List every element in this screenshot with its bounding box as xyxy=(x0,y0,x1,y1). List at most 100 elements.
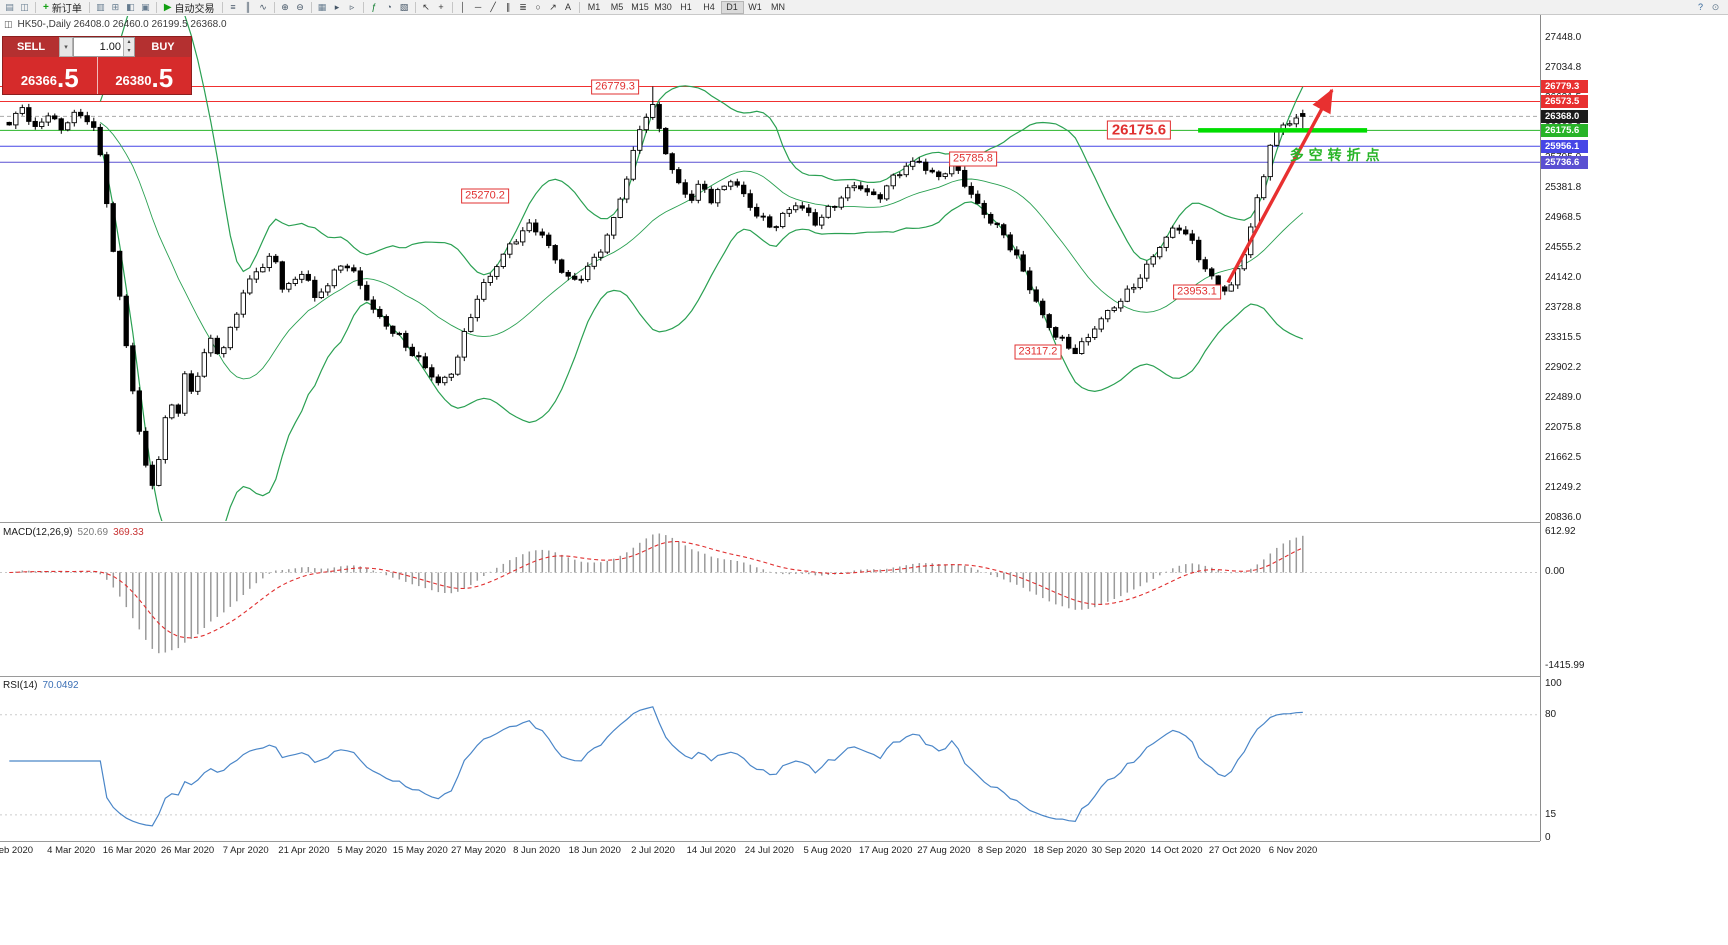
horizontal-line-icon[interactable]: ─ xyxy=(474,1,482,12)
sell-price-button[interactable]: 26366.5 xyxy=(3,57,97,94)
bar-chart-icon[interactable]: ≡ xyxy=(230,1,236,12)
price-callout-23117.2[interactable]: 23117.2 xyxy=(1014,344,1062,360)
price-tick: 27034.8 xyxy=(1545,61,1582,73)
templates-icon[interactable]: ▧ xyxy=(399,1,409,12)
macd-tick: 0.00 xyxy=(1545,566,1565,578)
volume-increase-button[interactable]: ▴ xyxy=(124,38,134,47)
chart-profiles-icon[interactable]: ◫ xyxy=(20,1,29,12)
price-callout-23953.1[interactable]: 23953.1 xyxy=(1173,284,1221,300)
buy-price-button[interactable]: 26380.5 xyxy=(96,57,192,94)
timeframe-w1-button[interactable]: W1 xyxy=(748,2,762,12)
sell-price-int: 26366 xyxy=(20,73,57,88)
timeframe-m5-button[interactable]: M5 xyxy=(610,2,624,12)
toolbar-separator xyxy=(414,1,416,13)
fibonacci-icon[interactable]: ≣ xyxy=(519,1,527,12)
price-tick: 23728.8 xyxy=(1545,301,1582,313)
timeframe-h4-button[interactable]: H4 xyxy=(703,2,715,12)
rsi-tick: 0 xyxy=(1545,832,1551,843)
price-tick: 22902.2 xyxy=(1545,362,1582,373)
buy-button[interactable]: BUY xyxy=(135,37,191,57)
text-label-icon[interactable]: A xyxy=(565,1,572,12)
text-annotation[interactable]: 多空转折点 xyxy=(1289,147,1385,164)
rsi-tick: 15 xyxy=(1545,808,1557,820)
macd-signal-line xyxy=(9,540,1304,639)
periods-icon[interactable]: ◔ xyxy=(386,1,392,12)
line-chart-icon[interactable]: ∿ xyxy=(259,1,267,12)
sell-button[interactable]: SELL xyxy=(3,37,59,57)
price-callout-25785.8[interactable]: 25785.8 xyxy=(949,151,997,167)
auto-scroll-icon[interactable]: ▸ xyxy=(334,1,340,12)
date-axis-separator xyxy=(0,841,1540,842)
price-tick: 23315.5 xyxy=(1545,332,1582,343)
timeframe-mn-button[interactable]: MN xyxy=(771,2,786,12)
price-axis[interactable]: 27448.027034.826621.526208.225795.025381… xyxy=(1541,0,1588,945)
toolbar-separator xyxy=(451,1,453,13)
main-price-chart[interactable] xyxy=(0,0,1540,574)
price-tag-26573.5: 26573.5 xyxy=(1541,94,1588,108)
auto-trading-button[interactable]: ▶ 自动交易 xyxy=(160,1,219,15)
price-callout-25270.2[interactable]: 25270.2 xyxy=(461,188,509,204)
sell-price-pip: .5 xyxy=(56,63,79,93)
toolbar-separator xyxy=(362,1,364,13)
trade-panel-controls: SELL ▾ 1.00 ▴ ▾ BUY xyxy=(3,37,191,57)
terminal-icon[interactable]: ▣ xyxy=(141,1,150,12)
chart-title-text: HK50-,Daily 26408.0 26460.0 26199.5 2636… xyxy=(17,19,227,30)
panel-separator-macd[interactable] xyxy=(0,522,1540,523)
rsi-indicator-label: RSI(14) 70.0492 xyxy=(3,680,79,691)
volume-decrease-button[interactable]: ▾ xyxy=(124,47,134,56)
new-order-button[interactable]: + 新订单 xyxy=(39,1,86,15)
macd-signal-value: 369.33 xyxy=(113,527,144,538)
search-icon[interactable]: ⊙ xyxy=(1711,1,1720,12)
timeframe-m15-button[interactable]: M15 xyxy=(631,2,649,12)
data-window-icon[interactable]: ⊞ xyxy=(111,1,120,12)
zoom-in-icon[interactable]: ⊕ xyxy=(281,1,289,12)
crosshair-icon[interactable]: + xyxy=(438,1,444,12)
indicators-icon[interactable]: ƒ xyxy=(371,1,377,12)
price-tag-26175.6: 26175.6 xyxy=(1541,123,1588,137)
price-tag-26368.0: 26368.0 xyxy=(1541,109,1588,123)
toolbar-separator xyxy=(221,1,223,13)
tile-windows-icon[interactable]: ▦ xyxy=(317,1,327,12)
zoom-out-icon[interactable]: ⊖ xyxy=(296,1,304,12)
rsi-panel[interactable] xyxy=(0,706,1540,827)
price-tick: 25381.8 xyxy=(1545,181,1582,193)
toolbar-separator xyxy=(578,1,580,13)
price-callout-26175.6[interactable]: 26175.6 xyxy=(1106,120,1172,140)
timeframe-h1-button[interactable]: H1 xyxy=(680,2,692,12)
price-callout-26779.3[interactable]: 26779.3 xyxy=(591,79,639,95)
bollinger-middle-band xyxy=(100,122,1304,380)
arrows-icon[interactable]: ↗ xyxy=(549,1,557,12)
candlestick-chart-icon[interactable]: ║ xyxy=(244,1,252,12)
toolbar-left-group: ▤ ◫ + 新订单 ▥ ⊞ ◧ ▣ ▶ 自动交易 ≡ ║ ∿ ⊕ ⊖ ▦ ▸ ▹ ƒ ◔ ▧ ↖ + │ ─ ╱ ∥ ≣ ○ ↗ A xyxy=(2,0,583,15)
timeframe-m1-button[interactable]: M1 xyxy=(587,2,601,12)
cursor-icon[interactable]: ↖ xyxy=(422,1,430,12)
order-type-dropdown[interactable]: ▾ xyxy=(59,37,73,57)
buy-price-pip: .5 xyxy=(151,63,174,93)
trendline-icon[interactable]: ╱ xyxy=(490,1,496,12)
panel-separator-rsi[interactable] xyxy=(0,676,1540,677)
timeframe-d1-button[interactable]: D1 xyxy=(720,0,744,14)
new-chart-icon[interactable]: ▤ xyxy=(5,1,14,12)
navigator-icon[interactable]: ◧ xyxy=(126,1,135,12)
chart-shift-icon[interactable]: ▹ xyxy=(349,1,355,12)
market-watch-icon[interactable]: ▥ xyxy=(96,1,105,12)
price-tick: 21662.5 xyxy=(1545,452,1582,463)
trend-arrow[interactable] xyxy=(1226,88,1334,284)
price-tag-25956.1: 25956.1 xyxy=(1541,139,1588,153)
candles xyxy=(6,86,1306,490)
equidistant-channel-icon[interactable]: ∥ xyxy=(505,1,511,12)
price-tick: 22075.8 xyxy=(1545,421,1582,433)
chart-ohlc-title: ◫ HK50-,Daily 26408.0 26460.0 26199.5 26… xyxy=(4,19,227,30)
price-tick: 24555.2 xyxy=(1545,242,1582,253)
vertical-line-icon[interactable]: │ xyxy=(460,1,466,12)
price-tick: 21249.2 xyxy=(1545,482,1582,493)
rsi-tick: 100 xyxy=(1545,678,1562,689)
help-icon[interactable]: ? xyxy=(1697,1,1703,12)
toolbar-separator xyxy=(310,1,312,13)
macd-panel[interactable] xyxy=(0,533,1540,654)
support-highlight-segment[interactable] xyxy=(1198,128,1368,133)
timeframe-m30-button[interactable]: M30 xyxy=(654,2,672,12)
shapes-icon[interactable]: ○ xyxy=(535,1,541,12)
volume-input[interactable]: 1.00 ▴ ▾ xyxy=(73,37,135,57)
